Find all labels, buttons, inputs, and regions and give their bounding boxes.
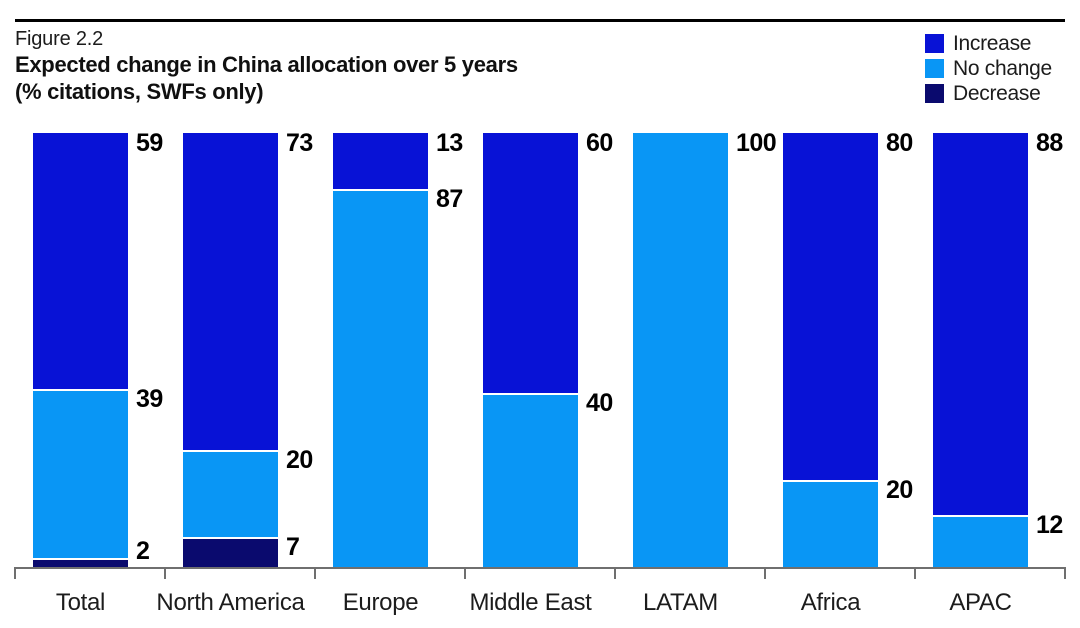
top-rule — [15, 19, 1065, 22]
category-label-north-america: North America — [156, 589, 305, 616]
legend-item-increase: Increase — [925, 32, 1052, 55]
bar-segment-no-change-europe — [333, 189, 428, 567]
x-axis-tick — [14, 567, 16, 579]
bar-segment-decrease-north-america — [183, 536, 278, 567]
chart-title: Expected change in China allocation over… — [15, 52, 518, 77]
value-label-africa-increase: 80 — [886, 129, 913, 157]
x-axis-tick — [164, 567, 166, 579]
x-axis-tick — [914, 567, 916, 579]
bar-segment-increase-apac — [933, 133, 1028, 515]
value-label-apac-increase: 88 — [1036, 129, 1063, 157]
bar-segment-no-change-north-america — [183, 449, 278, 537]
bar-segment-no-change-apac — [933, 514, 1028, 567]
legend-item-no-change: No change — [925, 57, 1052, 80]
x-axis-tick — [1064, 567, 1066, 579]
bar-segment-increase-total — [33, 133, 128, 390]
x-axis-tick — [464, 567, 466, 579]
value-label-europe-no-change: 87 — [436, 185, 463, 214]
category-label-africa: Africa — [800, 589, 861, 616]
bar-segment-no-change-middle-east — [483, 393, 578, 567]
x-axis-tick — [314, 567, 316, 579]
value-label-total-increase: 59 — [136, 129, 163, 157]
legend-swatch-no-change-icon — [925, 59, 944, 78]
category-label-apac: APAC — [949, 589, 1012, 616]
bar-segment-no-change-africa — [783, 480, 878, 567]
category-label-total: Total — [55, 589, 106, 616]
x-axis-tick — [764, 567, 766, 579]
legend-swatch-increase-icon — [925, 34, 944, 53]
value-label-north-america-no-change: 20 — [286, 445, 313, 474]
legend-label: Decrease — [953, 82, 1041, 105]
bar-segment-increase-europe — [333, 133, 428, 190]
bar-segment-decrease-total — [33, 558, 128, 567]
bar-segment-increase-africa — [783, 133, 878, 481]
value-label-latam-no-change: 100 — [736, 129, 777, 157]
legend-item-decrease: Decrease — [925, 82, 1052, 105]
x-axis-line — [15, 567, 1065, 569]
value-label-north-america-decrease: 7 — [286, 532, 300, 561]
value-label-middle-east-no-change: 40 — [586, 389, 613, 418]
x-axis-tick — [614, 567, 616, 579]
bar-segment-increase-north-america — [183, 133, 278, 450]
category-label-europe: Europe — [342, 589, 419, 616]
chart-subtitle: (% citations, SWFs only) — [15, 79, 264, 104]
legend: Increase No change Decrease — [925, 32, 1052, 109]
value-label-europe-increase: 13 — [436, 129, 463, 157]
value-label-total-decrease: 2 — [136, 537, 150, 565]
category-label-latam: LATAM — [643, 589, 718, 616]
bar-segment-no-change-latam — [633, 133, 728, 567]
value-label-middle-east-increase: 60 — [586, 129, 613, 157]
bar-segment-no-change-total — [33, 389, 128, 559]
legend-label: Increase — [953, 32, 1032, 55]
value-label-north-america-increase: 73 — [286, 129, 313, 157]
category-label-middle-east: Middle East — [469, 589, 592, 616]
legend-label: No change — [953, 57, 1052, 80]
value-label-total-no-change: 39 — [136, 385, 163, 414]
value-label-apac-no-change: 12 — [1036, 510, 1063, 539]
value-label-africa-no-change: 20 — [886, 476, 913, 505]
legend-swatch-decrease-icon — [925, 84, 944, 103]
figure-label: Figure 2.2 — [15, 28, 104, 50]
bar-segment-increase-middle-east — [483, 133, 578, 394]
